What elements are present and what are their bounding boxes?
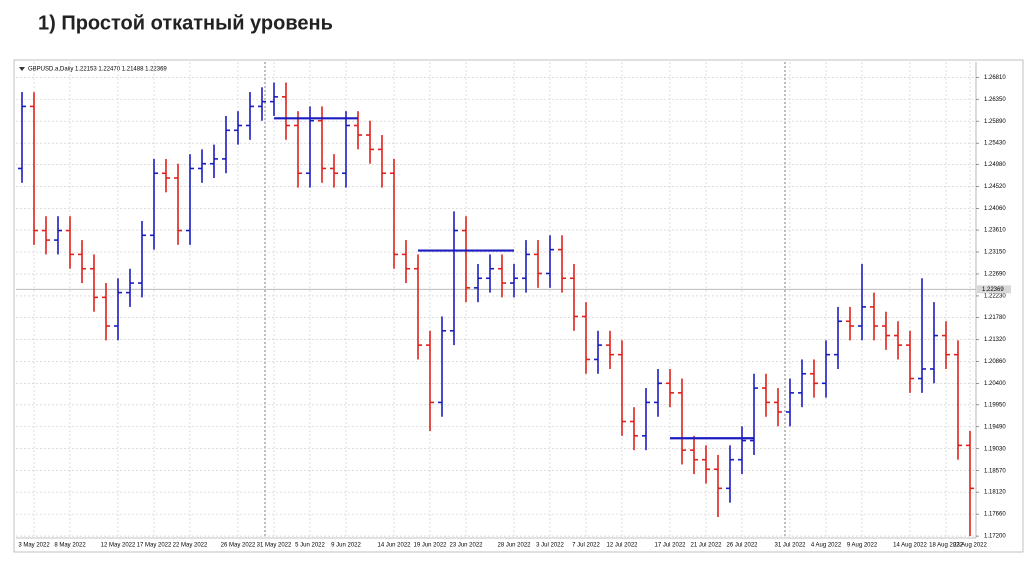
x-tick-label: 21 Jul 2022 <box>690 543 722 549</box>
x-tick-label: 9 Aug 2022 <box>847 543 878 549</box>
y-tick-label: 1.24980 <box>984 162 1006 168</box>
x-tick-label: 18 Aug 2022 <box>929 543 963 549</box>
x-tick-label: 17 Jul 2022 <box>654 543 686 549</box>
x-tick-label: 22 May 2022 <box>173 543 208 549</box>
x-tick-label: 23 Aug 2022 <box>953 543 987 549</box>
x-tick-label: 14 Jun 2022 <box>377 543 411 549</box>
y-tick-label: 1.20400 <box>984 381 1006 387</box>
x-tick-label: 12 Jul 2022 <box>606 543 638 549</box>
y-tick-label: 1.26350 <box>984 97 1006 103</box>
x-tick-label: 9 Jun 2022 <box>331 543 361 549</box>
x-tick-label: 17 May 2022 <box>137 543 172 549</box>
y-tick-label: 1.24520 <box>984 184 1006 190</box>
y-tick-label: 1.25430 <box>984 141 1006 147</box>
x-tick-label: 14 Aug 2022 <box>893 543 927 549</box>
slide-title: 1) Простой откатный уровень <box>38 12 333 34</box>
last-price-box <box>977 285 1011 294</box>
x-tick-label: 3 May 2022 <box>18 543 50 549</box>
x-tick-label: 23 Jun 2022 <box>449 543 483 549</box>
y-tick-label: 1.19950 <box>984 402 1006 408</box>
x-tick-label: 4 Aug 2022 <box>811 543 842 549</box>
last-price-label: 1.22369 <box>982 287 1004 293</box>
x-tick-label: 5 Jun 2022 <box>295 543 325 549</box>
chart-legend: GBPUSD.a,Daily 1.22153 1.22470 1.21488 1… <box>28 67 167 73</box>
y-tick-label: 1.20860 <box>984 359 1006 365</box>
x-tick-label: 26 Jul 2022 <box>726 543 758 549</box>
x-tick-label: 31 Jul 2022 <box>774 543 806 549</box>
y-tick-label: 1.18120 <box>984 490 1006 496</box>
y-tick-label: 1.17200 <box>984 534 1006 540</box>
y-tick-label: 1.19030 <box>984 446 1006 452</box>
y-tick-label: 1.24060 <box>984 206 1006 212</box>
x-tick-label: 3 Jul 2022 <box>536 543 564 549</box>
x-tick-label: 7 Jul 2022 <box>572 543 600 549</box>
y-tick-label: 1.23150 <box>984 250 1006 256</box>
y-tick-label: 1.25890 <box>984 119 1006 125</box>
y-tick-label: 1.22690 <box>984 272 1006 278</box>
chart-frame <box>13 59 1024 553</box>
x-tick-label: 26 May 2022 <box>221 543 256 549</box>
x-tick-label: 19 Jun 2022 <box>413 543 447 549</box>
y-tick-label: 1.21780 <box>984 315 1006 321</box>
chart-menu-icon <box>19 67 25 71</box>
x-tick-label: 31 May 2022 <box>257 543 292 549</box>
y-tick-label: 1.26810 <box>984 75 1006 81</box>
y-tick-label: 1.19490 <box>984 424 1006 430</box>
y-tick-label: 1.17660 <box>984 512 1006 518</box>
x-tick-label: 8 May 2022 <box>54 543 86 549</box>
x-tick-label: 28 Jun 2022 <box>497 543 531 549</box>
y-tick-label: 1.18570 <box>984 468 1006 474</box>
x-tick-label: 12 May 2022 <box>101 543 136 549</box>
y-tick-label: 1.21320 <box>984 337 1006 343</box>
y-tick-label: 1.22230 <box>984 294 1006 300</box>
y-tick-label: 1.23610 <box>984 228 1006 234</box>
